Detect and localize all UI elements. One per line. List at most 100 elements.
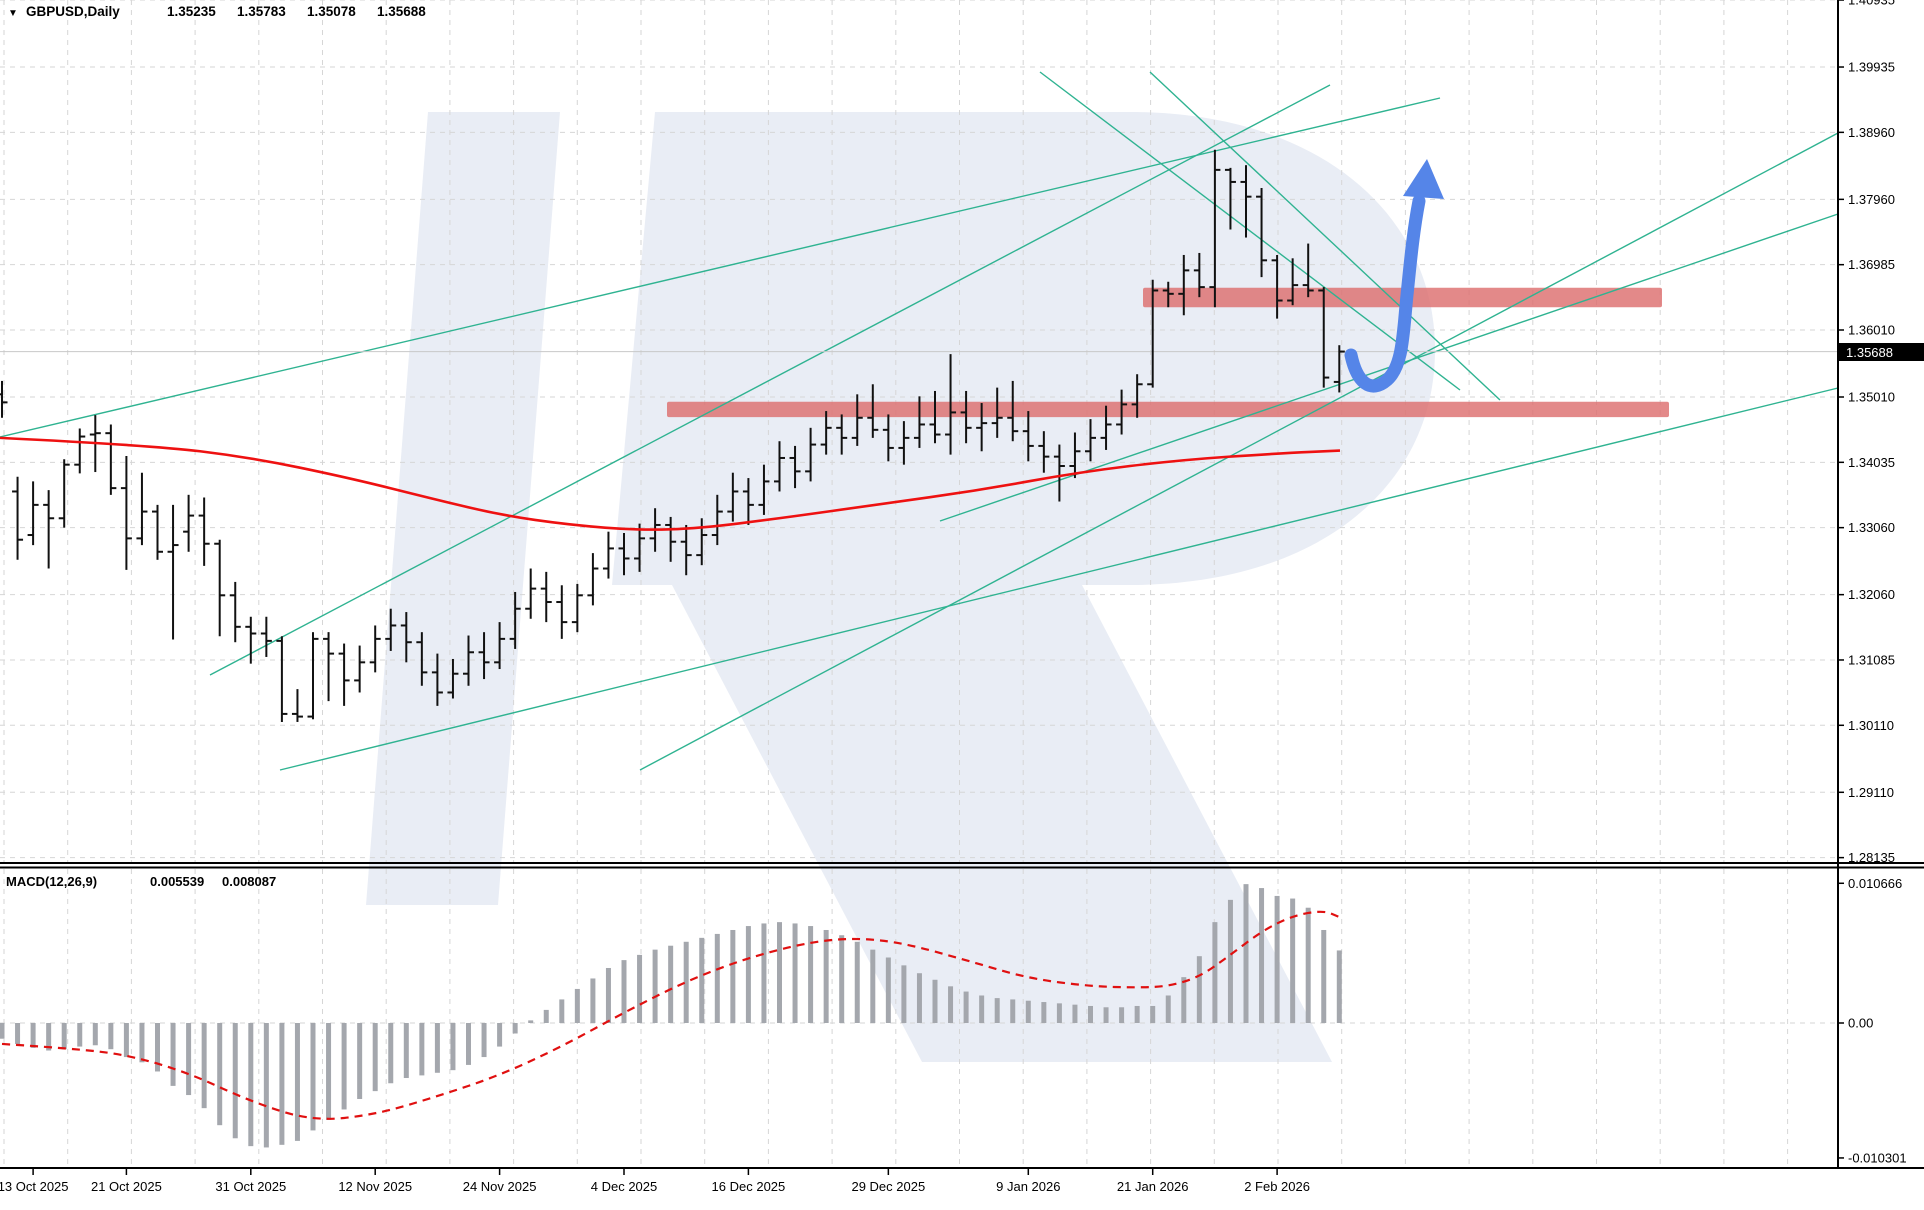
trendline-7[interactable] — [279, 387, 1839, 771]
ohlc-bar — [836, 414, 848, 455]
symbol-dropdown-icon[interactable]: ▼ — [8, 8, 18, 19]
price-axis-label: 1.31085 — [1848, 652, 1895, 667]
ohlc-bar — [929, 390, 941, 444]
price-axis-label: 1.38960 — [1848, 125, 1895, 140]
ohlc-bar — [58, 459, 70, 528]
ohlc-bar — [1131, 374, 1143, 418]
quote-high: 1.35783 — [237, 4, 286, 19]
ohlc-bar — [1162, 281, 1174, 308]
ohlc-bar — [680, 524, 692, 576]
ohlc-bar — [945, 354, 957, 455]
ohlc-bar — [711, 494, 723, 546]
ohlc-bar — [463, 635, 474, 686]
chart-header: ▼ GBPUSD,Daily 1.35235 1.35783 1.35078 1… — [8, 4, 426, 19]
price-axis-label: 1.33060 — [1848, 520, 1895, 535]
ohlc-bar — [167, 504, 179, 640]
ohlc-bar — [291, 689, 303, 722]
ohlc-bar — [369, 625, 381, 673]
ohlc-bar — [307, 632, 319, 720]
ohlc-bar — [1287, 258, 1299, 306]
ohlc-bar — [152, 504, 163, 560]
ohlc-bar — [0, 380, 8, 418]
ohlc-bar — [898, 421, 910, 465]
macd-signal-line — [1, 910, 1340, 1120]
date-axis-label: 29 Dec 2025 — [851, 1179, 925, 1194]
ohlc-bar — [120, 455, 132, 570]
quote-close: 1.35688 — [377, 4, 426, 19]
ohlc-bar — [851, 394, 863, 446]
ohlc-bar — [805, 427, 817, 482]
ohlc-bar — [1116, 389, 1128, 435]
ohlc-bar — [27, 481, 39, 546]
trendlines — [0, 71, 1839, 771]
trendline-2[interactable] — [209, 84, 1331, 676]
macd-axis-label: -0.010301 — [1848, 1150, 1907, 1165]
price-axis-label: 1.34035 — [1848, 455, 1895, 470]
ohlc-bar — [431, 653, 443, 706]
support-zone — [667, 401, 1669, 418]
ohlc-bar — [74, 428, 86, 474]
macd-indicator-name: MACD(12,26,9) — [6, 874, 97, 889]
ohlc-bar — [478, 632, 490, 680]
ohlc-bar — [618, 533, 630, 576]
macd-main-value: 0.005539 — [150, 874, 204, 889]
symbol-title: GBPUSD,Daily — [26, 4, 120, 19]
broker-watermark-logo — [366, 112, 1435, 1062]
ohlc-bar — [571, 583, 583, 633]
price-axis-label: 1.40935 — [1848, 0, 1895, 8]
price-axis-label: 1.32060 — [1848, 587, 1895, 602]
ohlc-bar — [913, 396, 925, 448]
quote-low: 1.35078 — [307, 4, 356, 19]
ohlc-bar — [1178, 254, 1190, 316]
ohlc-bar — [1069, 432, 1081, 479]
date-axis[interactable]: 13 Oct 2025 21 Oct 2025 31 Oct 2025 12 Nov … — [0, 1169, 1310, 1194]
trendline-1[interactable] — [0, 97, 1441, 438]
ohlc-bar — [1256, 187, 1268, 278]
date-axis-label: 21 Jan 2026 — [1117, 1179, 1189, 1194]
ohlc-bar — [229, 581, 241, 643]
ohlc-bar — [1007, 380, 1019, 442]
ohlc-bar — [602, 531, 614, 579]
ohlc-bar — [447, 658, 459, 699]
date-axis-label: 21 Oct 2025 — [91, 1179, 162, 1194]
trendline-3[interactable] — [1039, 71, 1461, 391]
ohlc-bar — [245, 616, 257, 664]
macd-histogram — [0, 884, 1342, 1148]
pane-borders — [0, 0, 1924, 1169]
price-axis-label: 1.29110 — [1848, 785, 1894, 800]
ohlc-bar — [1053, 444, 1065, 502]
price-axis-label: 1.35010 — [1848, 390, 1895, 405]
ohlc-bar — [882, 414, 894, 462]
ohlc-bar — [1193, 252, 1205, 298]
ohlc-bar — [1302, 243, 1314, 298]
ohlc-bar — [634, 523, 646, 572]
macd-signal-value: 0.008087 — [222, 874, 276, 889]
ohlc-bar — [556, 585, 568, 639]
ohlc-bar — [867, 384, 879, 438]
ohlc-bar — [136, 472, 148, 546]
ohlc-bar — [105, 424, 117, 495]
ohlc-bar — [540, 571, 552, 623]
ohlc-bar — [525, 568, 537, 619]
ohlc-bar — [276, 636, 288, 722]
trendline-5[interactable] — [639, 132, 1839, 771]
moving-average-line — [0, 436, 1341, 531]
price-axis[interactable]: 1.40935 1.39935 1.38960 1.37960 1.36985 1.360… — [1838, 0, 1907, 1165]
quote-open: 1.35235 — [167, 4, 216, 19]
ohlc-bar — [1022, 411, 1034, 462]
trendline-4[interactable] — [1149, 71, 1501, 401]
ohlc-bar — [1209, 149, 1221, 308]
ohlc-bar — [354, 645, 366, 693]
ohlc-bar — [960, 390, 972, 444]
ohlc-bar — [260, 616, 272, 657]
ohlc-bar — [665, 516, 677, 562]
price-axis-label: 1.30110 — [1848, 718, 1894, 733]
ohlc-bar — [789, 445, 801, 489]
ohlc-bar — [742, 478, 754, 525]
ohlc-bar — [1038, 431, 1050, 473]
date-axis-label: 31 Oct 2025 — [215, 1179, 286, 1194]
ohlc-bars — [0, 149, 1345, 722]
ohlc-bar — [1271, 254, 1283, 319]
ohlc-bar — [587, 553, 599, 606]
